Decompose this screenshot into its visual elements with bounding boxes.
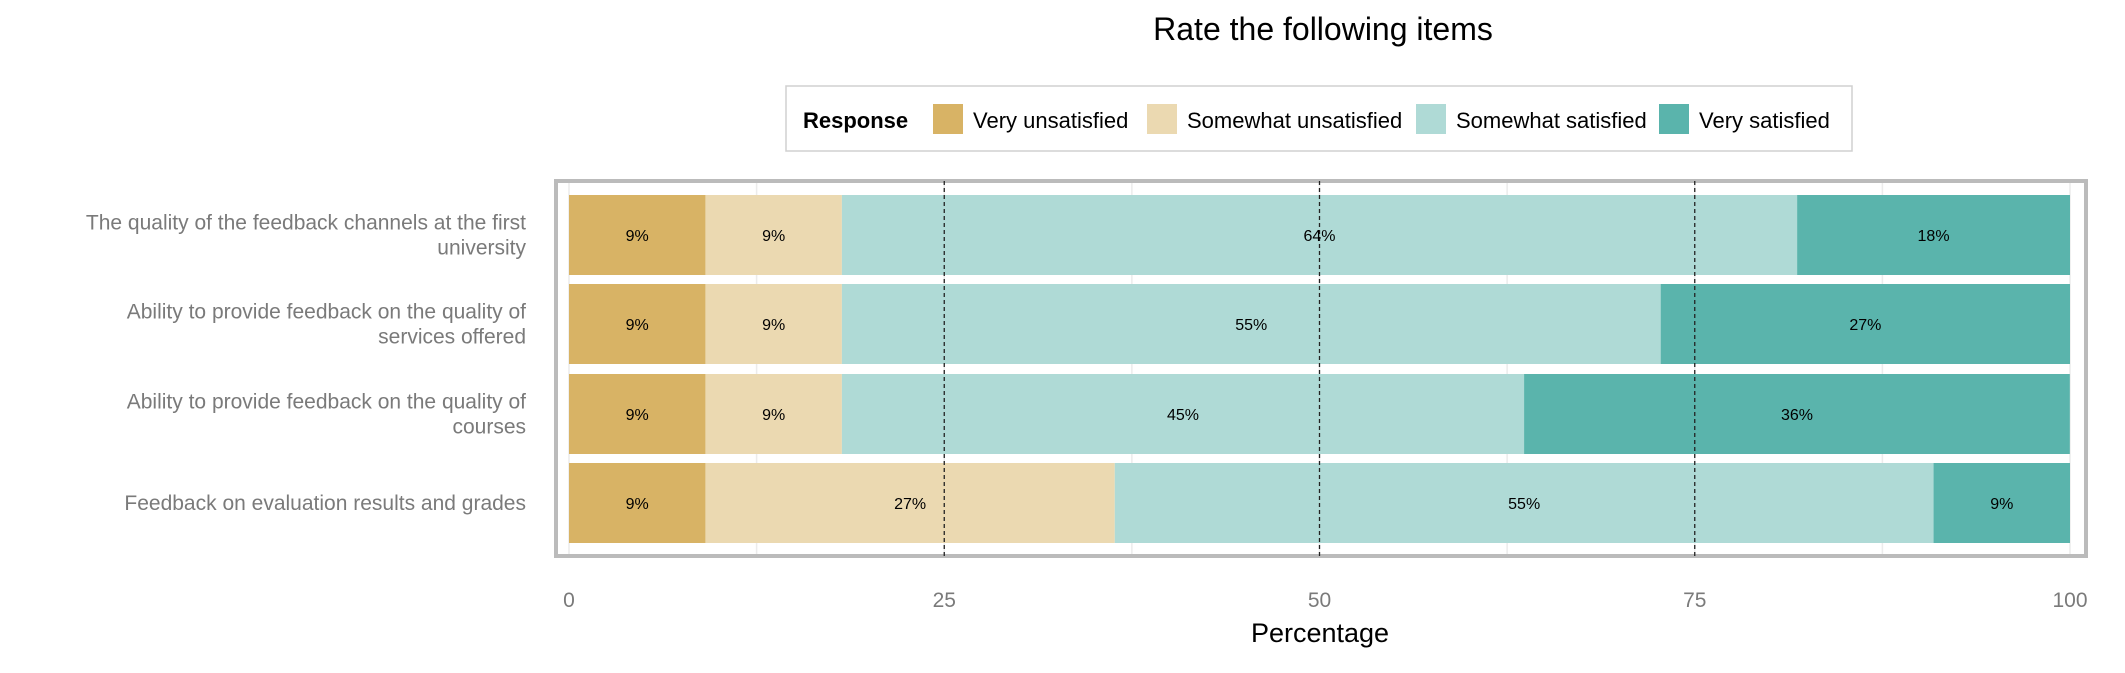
data-label: 9% — [626, 228, 649, 245]
bar-segment — [841, 374, 1525, 454]
bar-segment — [569, 195, 706, 275]
bar-segment — [1933, 463, 2070, 543]
legend-key — [1147, 104, 1177, 134]
x-tick-label: 25 — [933, 589, 956, 612]
data-label: 27% — [894, 496, 926, 513]
bars — [569, 195, 2070, 543]
legend-label: Very unsatisfied — [973, 108, 1128, 133]
data-label: 45% — [1167, 407, 1199, 424]
legend-label: Somewhat satisfied — [1456, 108, 1647, 133]
legend: Response Very unsatisfied Somewhat unsati… — [785, 85, 1853, 152]
data-label: 9% — [762, 228, 785, 245]
x-axis-ticks: 0 25 50 75 100 — [563, 589, 2087, 612]
legend-key — [1659, 104, 1689, 134]
bar-segment — [1660, 284, 2070, 364]
plot-panel-frame — [554, 179, 2088, 558]
data-labels: 9% 9% 64% 18% 9% 9% 55% 27% 9% 9% 45% 36% 9% 27% 55% 9% — [626, 228, 2014, 513]
data-label: 27% — [1849, 317, 1881, 334]
category-label: Ability to provide feedback on the quali… — [127, 301, 526, 349]
bar-segment — [569, 374, 706, 454]
legend-key — [1416, 104, 1446, 134]
bar-segment — [841, 284, 1661, 364]
bar-segment — [569, 463, 706, 543]
legend-title: Response — [803, 108, 908, 133]
chart-title: Rate the following items — [1153, 11, 1493, 47]
bar-segment — [1524, 374, 2070, 454]
data-label: 36% — [1781, 407, 1813, 424]
bar-segment — [1797, 195, 2070, 275]
bar-segment — [1114, 463, 1934, 543]
bar-segment — [705, 463, 1115, 543]
data-label: 9% — [626, 496, 649, 513]
data-label: 55% — [1235, 317, 1267, 334]
legend-key — [933, 104, 963, 134]
bar-segment — [705, 195, 842, 275]
data-label: 18% — [1918, 228, 1950, 245]
legend-label: Somewhat unsatisfied — [1187, 108, 1402, 133]
data-label: 9% — [762, 407, 785, 424]
data-label: 55% — [1508, 496, 1540, 513]
bar-segment — [705, 284, 842, 364]
category-labels: The quality of the feedback channels at … — [86, 212, 527, 516]
bar-segment — [705, 374, 842, 454]
x-tick-label: 50 — [1308, 589, 1331, 612]
data-label: 9% — [762, 317, 785, 334]
x-tick-label: 0 — [563, 589, 575, 612]
x-axis-title: Percentage — [1251, 618, 1389, 648]
x-tick-label: 100 — [2052, 589, 2087, 612]
x-tick-label: 75 — [1683, 589, 1706, 612]
category-label: The quality of the feedback channels at … — [86, 212, 527, 260]
bar-segment — [569, 284, 706, 364]
data-label: 9% — [626, 407, 649, 424]
legend-label: Very satisfied — [1699, 108, 1830, 133]
data-label: 64% — [1303, 228, 1335, 245]
category-label: Ability to provide feedback on the quali… — [127, 391, 526, 439]
data-label: 9% — [1990, 496, 2013, 513]
data-label: 9% — [626, 317, 649, 334]
category-label: Feedback on evaluation results and grade… — [124, 492, 526, 515]
